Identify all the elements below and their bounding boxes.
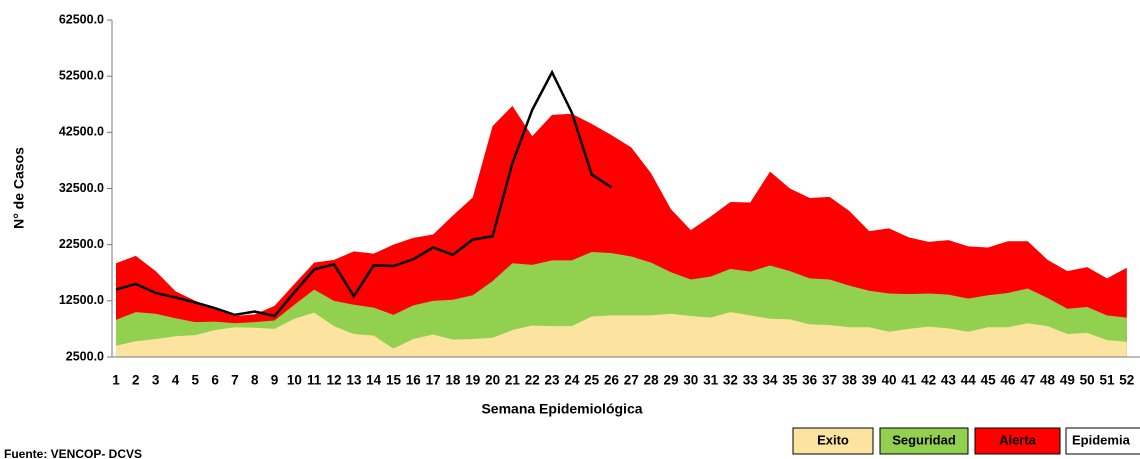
x-tick-label: 50 <box>1080 373 1095 388</box>
x-tick-label: 13 <box>346 373 362 388</box>
x-tick-label: 24 <box>564 373 580 388</box>
x-tick-label: 11 <box>307 373 322 388</box>
x-tick-label: 1 <box>112 373 120 388</box>
x-tick-label: 20 <box>485 373 500 388</box>
x-tick-label: 47 <box>1020 373 1035 388</box>
legend: Exito Seguridad Alerta Epidemia <box>792 427 1140 455</box>
x-tick-label: 45 <box>981 373 997 388</box>
x-tick-label: 37 <box>822 373 837 388</box>
x-tick-label: 23 <box>545 373 561 388</box>
y-tick-label: 12500.0 <box>59 293 104 307</box>
legend-label: Exito <box>817 432 849 447</box>
x-tick-label: 46 <box>1000 373 1016 388</box>
x-tick-label: 15 <box>386 373 402 388</box>
y-tick-label: 62500.0 <box>59 12 104 26</box>
x-tick-label: 10 <box>287 373 302 388</box>
x-tick-label: 44 <box>961 373 977 388</box>
y-tick-label: 42500.0 <box>59 125 104 139</box>
x-tick-label: 22 <box>525 373 540 388</box>
x-tick-label: 49 <box>1060 373 1075 388</box>
x-tick-label: 36 <box>802 373 818 388</box>
x-tick-label: 6 <box>211 373 219 388</box>
legend-swatch <box>1065 427 1140 455</box>
x-tick-label: 9 <box>271 373 279 388</box>
x-tick-label: 31 <box>703 373 719 388</box>
x-tick-label: 4 <box>172 373 180 388</box>
x-tick-label: 32 <box>723 373 738 388</box>
x-tick-label: 27 <box>624 373 639 388</box>
x-axis-title: Semana Epidemiológica <box>481 401 642 417</box>
y-axis-title: N° de Casos <box>11 147 27 229</box>
channel-area <box>116 312 1127 357</box>
x-tick-label: 16 <box>406 373 422 388</box>
x-tick-label: 8 <box>251 373 259 388</box>
x-tick-label: 40 <box>881 373 896 388</box>
x-tick-label: 18 <box>445 373 461 388</box>
x-tick-label: 30 <box>683 373 698 388</box>
x-tick-label: 14 <box>366 373 382 388</box>
x-tick-label: 2 <box>132 373 140 388</box>
y-tick-label: 52500.0 <box>59 68 104 82</box>
x-tick-label: 33 <box>743 373 759 388</box>
x-tick-label: 29 <box>663 373 678 388</box>
x-tick-label: 39 <box>862 373 877 388</box>
plot-area <box>115 69 1127 357</box>
x-tick-label: 7 <box>231 373 239 388</box>
x-tick-label: 19 <box>465 373 480 388</box>
legend-label: Alerta <box>999 432 1037 447</box>
y-tick-label: 22500.0 <box>59 237 104 251</box>
legend-swatch <box>879 427 969 455</box>
x-tick-label: 38 <box>842 373 858 388</box>
legend-swatch <box>974 427 1061 455</box>
x-tick-label: 21 <box>505 373 521 388</box>
legend-swatch <box>792 427 874 455</box>
x-tick-label: 26 <box>604 373 620 388</box>
epidemic-line <box>115 69 613 318</box>
x-tick-label: 48 <box>1040 373 1056 388</box>
x-tick-label: 43 <box>941 373 957 388</box>
y-tick-label: 2500.0 <box>66 349 104 363</box>
x-tick-label: 42 <box>921 373 936 388</box>
legend-label: Seguridad <box>892 432 956 447</box>
x-tick-label: 41 <box>901 373 917 388</box>
x-tick-label: 35 <box>782 373 798 388</box>
y-tick-label: 32500.0 <box>59 181 104 195</box>
x-tick-label: 34 <box>763 373 779 388</box>
x-tick-label: 17 <box>426 373 441 388</box>
x-tick-label: 52 <box>1119 373 1134 388</box>
x-tick-label: 3 <box>152 373 160 388</box>
x-tick-label: 51 <box>1099 373 1115 388</box>
x-tick-label: 5 <box>192 373 200 388</box>
x-tick-label: 28 <box>644 373 660 388</box>
x-tick-label: 25 <box>584 373 600 388</box>
source-note: Fuente: VENCOP- DCVS <box>4 447 142 459</box>
x-tick-label: 12 <box>327 373 342 388</box>
legend-label: Epidemia <box>1072 432 1131 447</box>
